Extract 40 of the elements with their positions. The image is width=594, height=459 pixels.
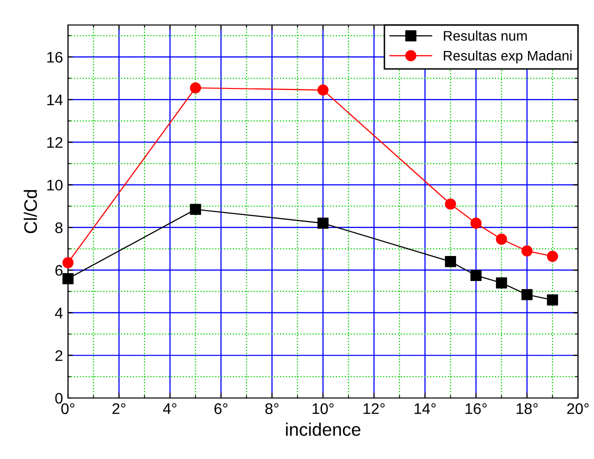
y-tick-label: 6 — [55, 264, 62, 276]
x-tick-label: 8° — [265, 403, 278, 414]
point — [62, 273, 74, 284]
point — [190, 204, 202, 215]
y-tick-label: 4 — [54, 308, 63, 318]
x-tick-label: 18° — [516, 403, 538, 414]
x-tick-label: 0° — [61, 403, 74, 414]
y-tick-label: 0 — [55, 392, 63, 404]
y-axis-title: Cl/Cd — [24, 190, 38, 234]
x-axis-title: incidence — [286, 422, 360, 436]
x-tick-label: 14° — [414, 403, 436, 414]
y-tick-label: 10 — [47, 180, 63, 191]
y-tick-label: 2 — [55, 350, 62, 361]
x-tick-label: 4° — [163, 403, 176, 414]
x-tick-label: 12° — [364, 403, 385, 414]
y-tick-label: 12 — [47, 137, 62, 148]
point — [496, 277, 508, 288]
point — [317, 84, 329, 96]
point — [546, 250, 558, 262]
point — [190, 82, 202, 94]
x-tick-label: 10° — [312, 403, 334, 414]
point — [317, 218, 329, 229]
y-tick-label: 8 — [55, 222, 62, 234]
legend-label: Resultas num — [444, 30, 527, 41]
point — [62, 257, 74, 268]
legend-label: Resultas exp Madani — [444, 50, 572, 64]
point — [444, 198, 456, 210]
x-tick-label: 6° — [214, 403, 228, 414]
x-tick-label: 16° — [466, 403, 487, 414]
point — [444, 256, 456, 268]
point — [546, 294, 558, 306]
y-tick-label: 14 — [47, 94, 63, 106]
point — [521, 289, 533, 300]
point — [521, 245, 533, 256]
x-tick-label: 2° — [112, 403, 126, 414]
point — [470, 218, 482, 229]
y-tick-label: 16 — [47, 52, 62, 63]
point — [496, 234, 508, 245]
x-tick-label: 20° — [567, 403, 589, 414]
point — [470, 270, 482, 281]
